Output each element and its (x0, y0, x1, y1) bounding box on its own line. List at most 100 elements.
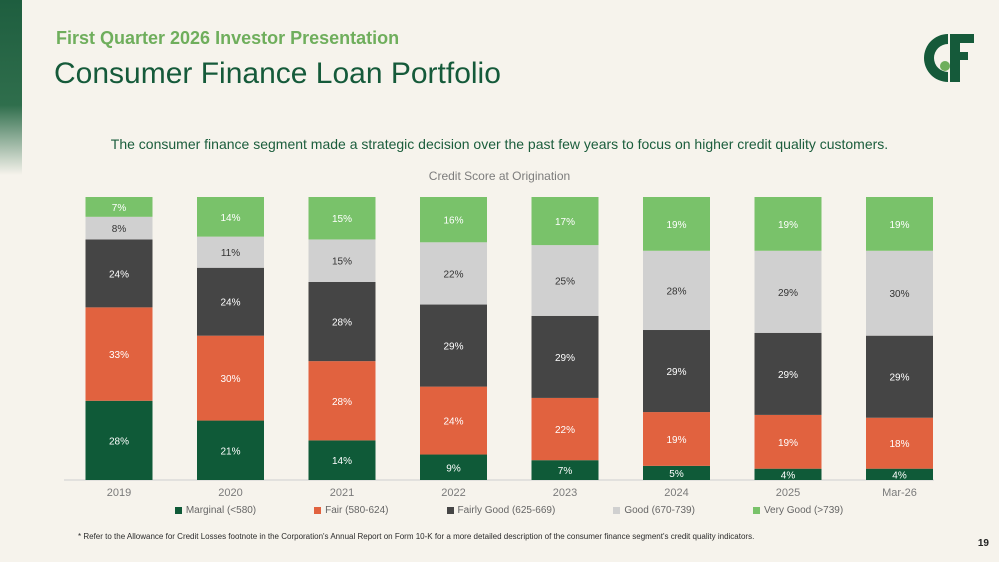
data-label: 28% (109, 436, 129, 447)
data-label: 19% (778, 220, 798, 231)
data-label: 28% (332, 397, 352, 408)
footnote: * Refer to the Allowance for Credit Loss… (78, 532, 755, 541)
data-label: 25% (555, 276, 575, 287)
x-tick-label: 2025 (776, 487, 800, 499)
bar-segment (308, 281, 376, 362)
bar-segment (754, 414, 822, 469)
data-label: 14% (332, 456, 352, 467)
bar-segment (866, 335, 933, 418)
bar-segment (197, 420, 264, 480)
bar-segment (308, 197, 376, 240)
legend-swatch (613, 507, 621, 514)
bar-segment (643, 412, 710, 466)
data-label: 11% (221, 248, 240, 259)
data-label: 19% (666, 435, 686, 446)
data-label: 19% (889, 220, 909, 231)
company-logo (924, 34, 974, 82)
legend-item: Marginal (<580) (174, 505, 257, 516)
data-label: 4% (781, 470, 796, 481)
data-label: 5% (669, 469, 684, 480)
bar-segment (754, 468, 822, 480)
slide-title: Consumer Finance Loan Portfolio (54, 57, 501, 90)
bar-segment (85, 307, 153, 401)
legend-label: Fair (580-624) (325, 505, 389, 516)
bar-segment (85, 239, 153, 308)
legend-label: Very Good (>739) (763, 505, 844, 516)
bar-segment (643, 330, 710, 413)
bar-segment (420, 197, 487, 243)
decorative-side-band (0, 0, 22, 175)
page-number: 19 (977, 538, 989, 549)
bar-segment (197, 335, 264, 421)
bar-segment (308, 440, 376, 480)
bar-segment (85, 400, 153, 480)
lead-statement: The consumer finance segment made a stra… (110, 136, 889, 152)
logo-f-top (950, 34, 974, 43)
data-label: 28% (332, 318, 352, 329)
data-label: 8% (112, 224, 127, 235)
logo-ampersand-dot (940, 61, 950, 71)
legend-swatch (314, 507, 322, 514)
logo-c-shape (924, 34, 948, 82)
data-label: 17% (555, 217, 575, 228)
data-label: 19% (778, 438, 798, 449)
bar-segment (866, 468, 933, 480)
data-label: 33% (109, 350, 129, 361)
legend-label: Fairly Good (625-669) (457, 505, 556, 516)
data-label: 29% (778, 370, 798, 381)
bar-segment (197, 236, 264, 268)
bar-segment (531, 245, 599, 316)
bar-segment (308, 239, 376, 282)
data-label: 7% (112, 203, 127, 214)
bar-segment (308, 361, 376, 441)
logo-f-mid (950, 52, 968, 60)
x-tick-label: 2024 (664, 487, 688, 499)
data-label: 4% (892, 470, 907, 481)
bar-segment (754, 332, 822, 415)
bar-segment (85, 197, 153, 217)
data-label: 29% (778, 288, 798, 299)
legend-swatch (446, 507, 454, 514)
legend-label: Good (670-739) (624, 505, 695, 516)
legend-swatch (174, 507, 182, 514)
bar-segment (866, 197, 933, 251)
bar-segment (866, 250, 933, 336)
bar-segment (420, 454, 487, 480)
bar-segment (197, 197, 264, 237)
stacked-bar-chart: 28% 33% 24% 8% 7% 2019 21% 30% 24% 11% 14% 2020 14% 2… (64, 197, 934, 499)
data-label: 16% (443, 216, 463, 227)
data-label: 29% (666, 367, 686, 378)
x-tick-label: 2020 (218, 487, 242, 499)
data-label: 24% (220, 298, 240, 309)
chart-legend: Marginal (<580) Fair (580-624) Fairly Good… (0, 505, 999, 516)
legend-item: Fairly Good (625-669) (446, 505, 556, 516)
legend-item: Good (670-739) (613, 505, 695, 516)
data-label: 19% (666, 220, 686, 231)
data-label: 7% (558, 466, 573, 477)
data-label: 22% (555, 425, 575, 436)
data-label: 22% (443, 269, 463, 280)
bar-segment (754, 250, 822, 333)
bar-segment (531, 197, 599, 246)
x-tick-label: Mar-26 (882, 487, 917, 499)
bar-segment (643, 250, 710, 331)
x-tick-label: 2019 (107, 487, 131, 499)
bar-segment (643, 465, 710, 480)
data-label: 24% (109, 269, 129, 280)
bar-segment (420, 304, 487, 387)
presentation-supertitle: First Quarter 2026 Investor Presentation (56, 28, 400, 48)
data-label: 15% (332, 257, 352, 268)
bar-segment (531, 397, 599, 461)
legend-item: Very Good (>739) (752, 505, 844, 516)
legend-label: Marginal (<580) (185, 505, 257, 516)
bar-segment (531, 315, 599, 398)
data-label: 28% (666, 286, 686, 297)
bar-segment (866, 417, 933, 469)
bar-segment (531, 460, 599, 480)
x-tick-label: 2021 (330, 487, 354, 499)
data-label: 9% (446, 463, 461, 474)
x-tick-label: 2023 (553, 487, 577, 499)
chart-title: Credit Score at Origination (428, 169, 571, 183)
data-label: 30% (889, 289, 909, 300)
data-label: 15% (332, 214, 352, 225)
